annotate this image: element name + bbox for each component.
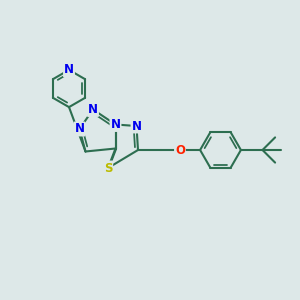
Text: S: S — [104, 161, 112, 175]
Text: N: N — [110, 118, 121, 131]
Text: N: N — [64, 63, 74, 76]
Text: N: N — [88, 103, 98, 116]
Text: N: N — [74, 122, 85, 136]
Text: O: O — [175, 143, 185, 157]
Text: N: N — [131, 119, 142, 133]
